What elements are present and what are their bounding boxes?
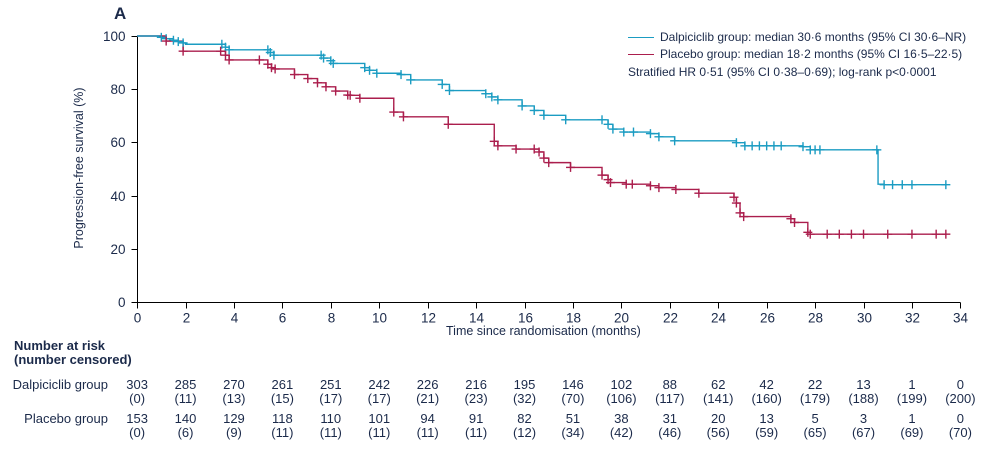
svg-text:18: 18 — [566, 311, 581, 326]
svg-text:12: 12 — [421, 311, 436, 326]
svg-text:80: 80 — [110, 82, 125, 97]
svg-text:16: 16 — [518, 311, 533, 326]
svg-text:100: 100 — [103, 29, 126, 44]
svg-text:6: 6 — [279, 311, 287, 326]
svg-text:20: 20 — [110, 242, 125, 257]
svg-text:40: 40 — [110, 189, 125, 204]
svg-text:24: 24 — [711, 311, 727, 326]
svg-text:8: 8 — [328, 311, 336, 326]
svg-text:30: 30 — [857, 311, 872, 326]
svg-text:0: 0 — [118, 295, 126, 310]
svg-text:28: 28 — [808, 311, 823, 326]
svg-text:4: 4 — [231, 311, 239, 326]
svg-text:10: 10 — [372, 311, 387, 326]
svg-text:26: 26 — [760, 311, 775, 326]
svg-text:34: 34 — [953, 311, 969, 326]
svg-text:2: 2 — [183, 311, 191, 326]
svg-text:20: 20 — [614, 311, 629, 326]
svg-text:14: 14 — [469, 311, 485, 326]
svg-text:0: 0 — [134, 311, 142, 326]
svg-text:22: 22 — [663, 311, 678, 326]
svg-text:60: 60 — [110, 135, 125, 150]
svg-text:32: 32 — [905, 311, 920, 326]
